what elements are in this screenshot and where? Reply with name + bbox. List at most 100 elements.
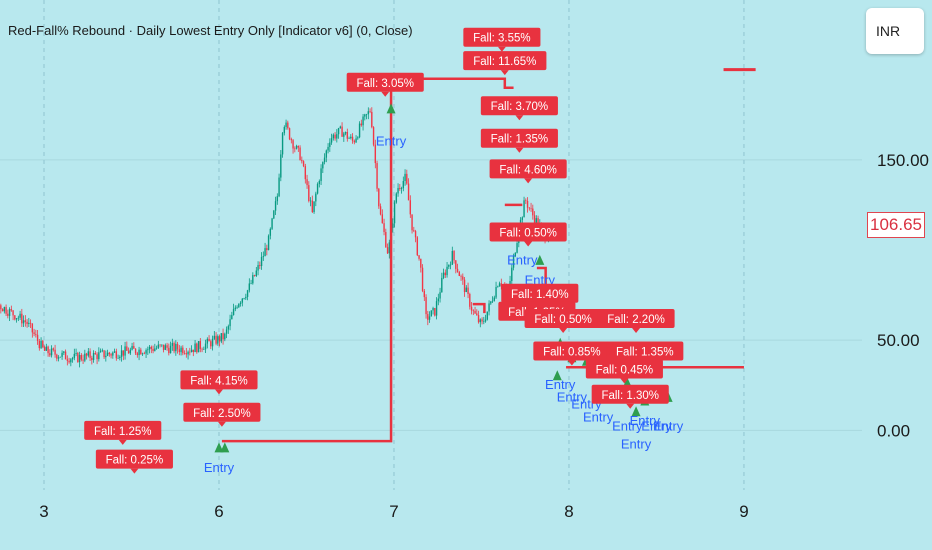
candle-body [435, 301, 438, 316]
candle-body [406, 173, 408, 184]
candle-body [143, 353, 146, 355]
candle-body [112, 352, 114, 356]
candle-body [71, 358, 74, 360]
candle-body [486, 311, 489, 320]
candle-body [469, 294, 471, 307]
candle-body [225, 329, 228, 334]
candle-body [432, 308, 434, 311]
candle-body [82, 359, 84, 361]
candle-body [105, 355, 107, 358]
candle-body [148, 346, 151, 350]
candle-body [376, 163, 378, 189]
candle-body [92, 353, 95, 360]
candle-body [31, 323, 34, 333]
entry-label: Entry [507, 252, 538, 267]
candle-body [49, 353, 51, 356]
fall-label-text: Fall: 1.40% [511, 289, 569, 301]
candle-body [110, 354, 112, 356]
y-tick-label: 150.00 [877, 151, 929, 170]
fall-label-box [501, 283, 579, 303]
candle-body [252, 275, 254, 284]
candle-body [197, 341, 200, 353]
candle-body [351, 136, 354, 141]
fall-label-box [585, 359, 663, 379]
entry-arrow-icon [220, 442, 230, 453]
candle-body [68, 360, 70, 363]
candle-body [127, 350, 130, 354]
candle-body [292, 140, 294, 149]
fall-label-text: Fall: 3.55% [473, 33, 531, 45]
candle-body [22, 320, 25, 324]
currency-selector[interactable]: INR [866, 8, 924, 54]
candle-body [329, 142, 331, 147]
candle-body [476, 313, 478, 316]
currency-label: INR [876, 23, 901, 39]
candle-body [75, 353, 77, 354]
candle-body [523, 200, 525, 218]
candle-body [59, 356, 62, 358]
candle-body [320, 168, 322, 182]
candle-body [14, 315, 16, 320]
candle-body [318, 181, 321, 184]
candle-body [295, 145, 298, 149]
candle-body [488, 303, 490, 312]
candle-body [273, 210, 275, 219]
candle-body [224, 333, 226, 340]
fall-label-box [463, 27, 541, 47]
candle-body [327, 146, 329, 151]
entry-label: Entry [583, 409, 614, 424]
candle-body [133, 346, 135, 349]
candle-body [157, 344, 160, 348]
candle-body [285, 122, 287, 127]
candle-body [241, 298, 244, 303]
candle-body [245, 296, 247, 299]
candle-body [411, 214, 413, 231]
candle-body [418, 255, 420, 259]
candle-body [138, 349, 140, 356]
candle-body [294, 148, 296, 150]
fall-label-box [480, 128, 558, 148]
candle-body [106, 352, 109, 356]
candle-body [101, 350, 104, 351]
fall-level-line [536, 266, 547, 290]
candle-body [339, 126, 342, 129]
candle-body [350, 136, 352, 139]
candle-body [78, 354, 81, 363]
candle-body [260, 257, 263, 266]
indicator-title[interactable]: Red-Fall% Rebound · Daily Lowest Entry O… [8, 23, 413, 38]
entry-label: Entry [612, 418, 643, 433]
candle-body [89, 351, 91, 358]
candle-body [259, 265, 261, 266]
candle-body [402, 180, 405, 189]
candle-body [108, 352, 111, 355]
fall-label-box [606, 341, 684, 361]
candle-body [175, 343, 177, 352]
candle-body [7, 313, 9, 316]
candle-body [42, 340, 44, 348]
candle-body [17, 317, 20, 319]
candle-body [164, 345, 167, 350]
candle-body [155, 347, 158, 349]
candle-body [70, 359, 72, 363]
candle-body [201, 348, 203, 350]
candle-body [217, 336, 219, 344]
fall-label-text: Fall: 1.35% [616, 346, 674, 358]
fall-label-pointer [515, 147, 524, 153]
fall-label-pointer [214, 389, 223, 395]
candle-body [453, 251, 455, 261]
candle-body [458, 271, 461, 277]
candle-body [316, 183, 319, 194]
candle-body [19, 313, 21, 318]
candle-body [124, 346, 126, 356]
candle-body [346, 131, 349, 139]
candle-body [512, 256, 515, 268]
candle-body [414, 231, 417, 238]
candle-body [87, 351, 90, 356]
entry-label: Entry [525, 272, 556, 287]
fall-label-text: Fall: 0.25% [106, 455, 164, 467]
candle-body [45, 346, 48, 351]
candle-body [535, 218, 538, 224]
candle-body [441, 277, 443, 293]
candle-body [176, 343, 179, 350]
